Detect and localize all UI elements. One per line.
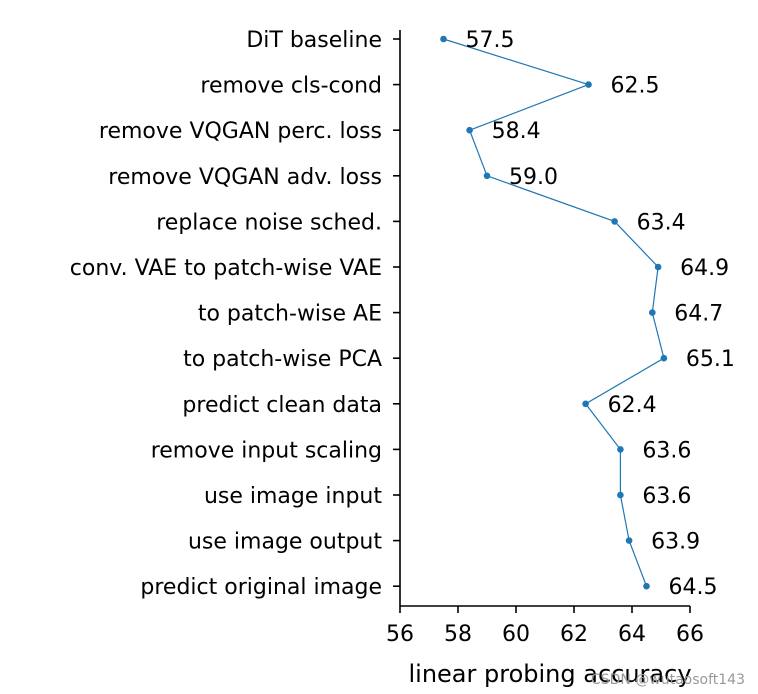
category-label: use image input [204, 484, 382, 509]
x-tick-label: 64 [618, 622, 646, 647]
series-line [443, 38, 665, 587]
x-tick-label: 58 [444, 622, 472, 647]
value-label: 63.9 [651, 530, 700, 555]
data-point [660, 354, 668, 362]
data-point [611, 218, 618, 225]
value-label: 65.1 [686, 347, 735, 372]
category-label: predict original image [140, 575, 382, 600]
category-label: conv. VAE to patch-wise VAE [70, 256, 382, 281]
category-label: predict clean data [182, 393, 382, 418]
x-tick-label: 56 [386, 622, 414, 647]
y-axis-ticks [393, 38, 400, 588]
value-label: 64.5 [669, 575, 718, 600]
category-label: use image output [188, 530, 382, 555]
category-label: remove cls-cond [200, 74, 382, 99]
category-label: DiT baseline [246, 28, 382, 53]
data-point [582, 400, 589, 408]
data-point [585, 81, 592, 88]
category-label: remove input scaling [151, 438, 382, 463]
data-point [643, 582, 650, 590]
value-labels: 57.5 62.5 58.4 59.0 63.4 64.9 64.7 65.1 62.4 63.6… [466, 28, 735, 600]
data-point [483, 172, 491, 180]
data-point [617, 491, 624, 499]
x-tick-label: 66 [676, 622, 704, 647]
value-label: 64.9 [680, 256, 729, 281]
x-tick-label: 60 [502, 622, 530, 647]
value-label: 58.4 [492, 119, 541, 144]
value-label: 62.5 [611, 74, 660, 99]
category-labels: DiT baseline remove cls-cond remove VQGAN … [70, 28, 383, 600]
data-point [617, 446, 624, 453]
value-label: 62.4 [608, 393, 657, 418]
watermark-text: CSDN @wutaosoft143 [591, 672, 745, 688]
data-point [654, 263, 662, 271]
data-point [625, 537, 633, 544]
data-points [440, 35, 668, 590]
value-label: 64.7 [674, 302, 723, 327]
data-point [466, 126, 473, 134]
category-label: remove VQGAN adv. loss [108, 165, 382, 190]
value-label: 59.0 [509, 165, 558, 190]
category-label: to patch-wise AE [198, 302, 382, 327]
x-tick-label: 62 [560, 622, 588, 647]
x-axis-ticks [399, 606, 691, 613]
data-point [440, 35, 447, 43]
value-label: 63.4 [637, 210, 686, 235]
value-label: 63.6 [642, 438, 691, 463]
category-label: to patch-wise PCA [183, 347, 382, 372]
value-label: 63.6 [642, 484, 691, 509]
category-label: replace noise sched. [156, 210, 382, 235]
x-axis-tick-labels: 56 58 60 62 64 66 [386, 622, 704, 647]
category-label: remove VQGAN perc. loss [99, 119, 382, 144]
x-axis-title: linear probing accuracy [408, 660, 691, 688]
value-label: 57.5 [466, 28, 515, 53]
data-point [649, 309, 656, 316]
